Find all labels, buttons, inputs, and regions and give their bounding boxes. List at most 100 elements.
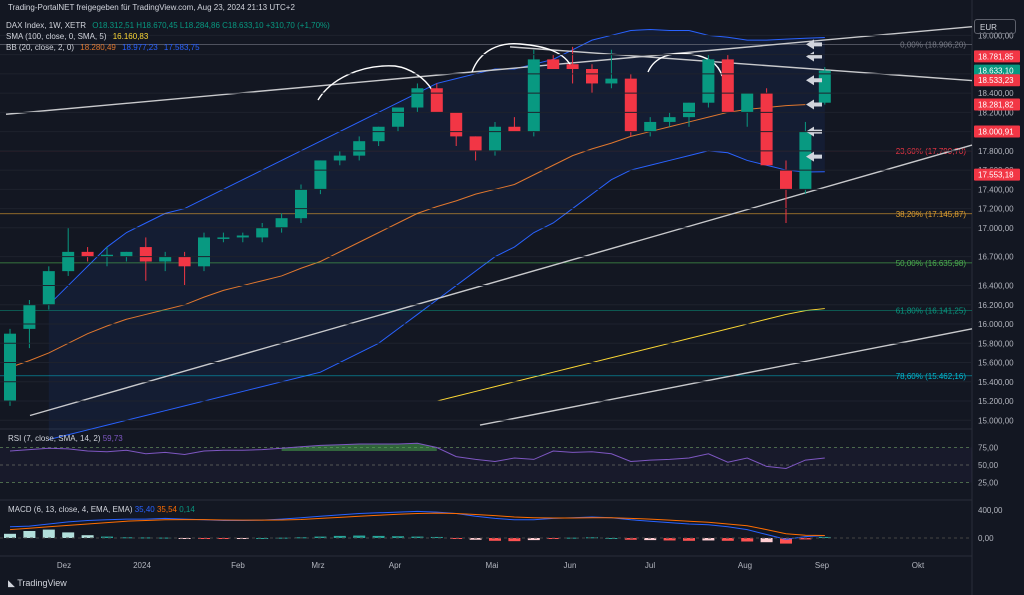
y-tick-label: 17.200,00: [978, 205, 1014, 214]
candle-body: [741, 93, 754, 113]
candle-body: [624, 78, 637, 132]
x-tick-label: Mai: [486, 561, 499, 570]
candle-body: [818, 70, 831, 103]
macd-histogram-bar: [275, 537, 288, 539]
symbol-legend[interactable]: DAX Index, 1W, XETR O18.312,51 H18.670,4…: [6, 21, 334, 31]
sma-legend[interactable]: SMA (100, close, 0, SMA, 5) 16.160,83: [6, 32, 152, 42]
arrow-icon: [806, 99, 822, 110]
fib-level-label: 61,80% (16.141,25): [896, 306, 967, 315]
candle-body: [489, 126, 501, 151]
candle-body: [217, 237, 230, 239]
macd-histogram-bar: [411, 536, 424, 538]
macd-histogram-bar: [4, 533, 16, 538]
macd-histogram-bar: [62, 532, 75, 538]
histogram-value: 0,14: [179, 505, 195, 514]
macd-tick-label: 0,00: [978, 534, 994, 543]
x-tick-label: Apr: [389, 561, 402, 570]
rsi-value: 59,73: [102, 434, 123, 443]
price-tag-label: 18.281,82: [978, 100, 1014, 109]
candle-body: [508, 126, 521, 132]
price-tag: [974, 74, 1020, 87]
macd-legend[interactable]: MACD (6, 13, close, 4, EMA, EMA) 35,40 3…: [8, 505, 195, 514]
candle-body: [42, 271, 55, 305]
macd-histogram-bar: [702, 538, 715, 541]
fib-level-label: 50,00% (16.635,98): [896, 259, 967, 268]
rsi-tick-label: 75,00: [978, 444, 999, 453]
macd-histogram-bar: [178, 538, 191, 539]
candle-body: [411, 88, 424, 108]
trendline-lower-channel: [479, 328, 973, 426]
macd-line: [9, 510, 825, 540]
y-tick-label: 19.000,00: [978, 31, 1014, 40]
x-tick-label: Sep: [815, 561, 830, 570]
candle-body: [275, 218, 288, 228]
macd-histogram-bar: [353, 535, 366, 538]
rsi-tick-label: 50,00: [978, 461, 999, 470]
sma-label: SMA (100, close, 0, SMA, 5): [6, 32, 107, 41]
price-tag: [974, 168, 1020, 181]
candle-body: [4, 333, 16, 402]
price-tag-label: 18.533,23: [978, 76, 1014, 85]
tradingview-logo[interactable]: ◣ TradingView: [8, 578, 67, 589]
fib-level-label: 78,60% (15.462,16): [896, 372, 967, 381]
candle-body: [372, 126, 385, 142]
x-tick-label: Aug: [738, 561, 752, 570]
tradingview-logo-icon: ◣: [8, 578, 15, 588]
bb-legend[interactable]: BB (20, close, 2, 0) 18.280,49 18.977,23…: [6, 43, 204, 53]
x-tick-label: Okt: [912, 561, 925, 570]
y-tick-label: 15.200,00: [978, 397, 1014, 406]
macd-histogram-bar: [314, 536, 327, 538]
macd-histogram-bar: [741, 538, 754, 542]
candle-body: [721, 59, 734, 113]
candle-body: [392, 107, 404, 127]
price-tag-label: 18.633,10: [978, 67, 1014, 76]
macd-histogram-bar: [527, 538, 540, 541]
candle-body: [586, 69, 598, 84]
macd-histogram-bar: [333, 535, 346, 538]
candle-body: [605, 78, 618, 84]
price-tag: [974, 50, 1020, 63]
candle-body: [547, 59, 560, 70]
macd-histogram-bar: [721, 538, 734, 541]
candle-body: [256, 227, 269, 238]
macd-histogram-bar: [508, 538, 521, 542]
macd-histogram-bar: [81, 535, 94, 538]
y-tick-label: 15.600,00: [978, 359, 1014, 368]
candle-body: [683, 102, 695, 118]
x-tick-label: Dez: [57, 561, 71, 570]
y-tick-label: 17.000,00: [978, 224, 1014, 233]
macd-histogram-bar: [430, 536, 443, 538]
currency-selector[interactable]: EUR: [974, 19, 1016, 34]
macd-histogram-bar: [256, 538, 269, 539]
macd-histogram-bar: [42, 529, 55, 538]
signal-line: [9, 512, 825, 536]
candle-body: [178, 256, 191, 267]
macd-histogram-bar: [372, 535, 385, 538]
candle-body: [780, 170, 792, 190]
y-tick-label: 15.800,00: [978, 339, 1014, 348]
candle-body: [663, 117, 676, 122]
y-tick-label: 15.000,00: [978, 416, 1014, 425]
candle-body: [198, 237, 210, 267]
macd-histogram-bar: [469, 538, 482, 540]
bb-basis-value: 18.280,49: [80, 43, 116, 52]
x-tick-label: Jul: [645, 561, 655, 570]
price-tag-label: 18.781,85: [978, 52, 1014, 61]
y-tick-label: 16.200,00: [978, 301, 1014, 310]
x-tick-label: Feb: [231, 561, 245, 570]
macd-histogram-bar: [101, 536, 113, 538]
candle-body: [120, 251, 133, 257]
candle-body: [81, 251, 94, 257]
trendline-support: [29, 144, 973, 417]
macd-histogram-bar: [760, 538, 773, 543]
y-tick-label: 16.700,00: [978, 253, 1014, 262]
pattern-arc-right: [647, 52, 723, 77]
macd-histogram-bar: [624, 538, 637, 540]
candle-body: [236, 235, 249, 238]
rsi-legend[interactable]: RSI (7, close, SMA, 14, 2) 59,73: [8, 434, 123, 443]
y-tick-label: 15.400,00: [978, 378, 1014, 387]
rsi-line: [9, 442, 825, 470]
macd-tick-label: 400,00: [978, 506, 1003, 515]
price-tag: [974, 125, 1020, 138]
